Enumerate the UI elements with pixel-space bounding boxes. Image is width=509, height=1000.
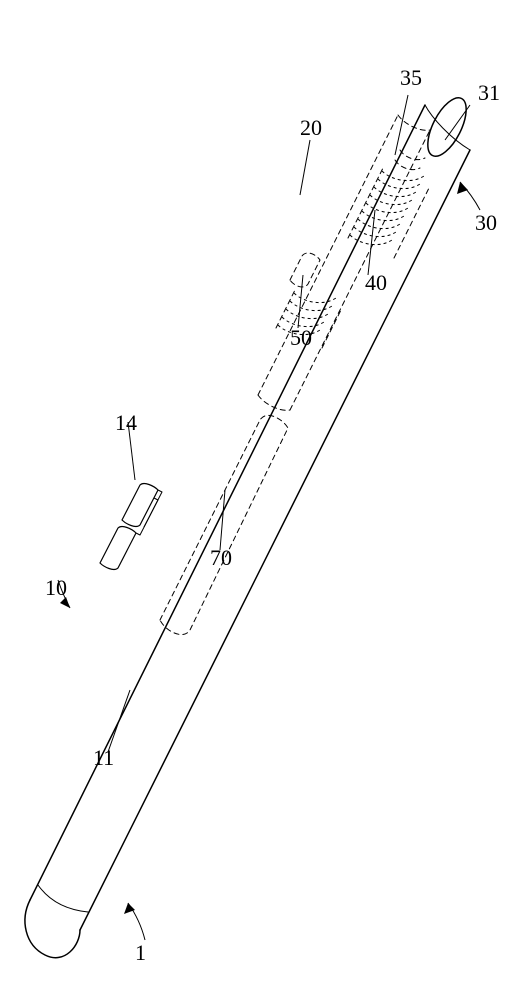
labels: 1 10 11 14 20 30 31 35 40 50 70 bbox=[45, 65, 500, 965]
component-35 bbox=[395, 150, 425, 170]
label-20: 20 bbox=[300, 115, 322, 140]
pen-body bbox=[25, 92, 474, 958]
label-31: 31 bbox=[478, 80, 500, 105]
label-70: 70 bbox=[210, 545, 232, 570]
component-20 bbox=[258, 115, 430, 410]
buttons-14 bbox=[100, 484, 162, 570]
label-1: 1 bbox=[135, 940, 146, 965]
label-40: 40 bbox=[365, 270, 387, 295]
leaders bbox=[108, 95, 470, 752]
label-10: 10 bbox=[45, 575, 67, 600]
label-30: 30 bbox=[475, 210, 497, 235]
component-50 bbox=[290, 253, 320, 287]
patent-figure: 1 10 11 14 20 30 31 35 40 50 70 bbox=[0, 0, 509, 1000]
label-50: 50 bbox=[290, 325, 312, 350]
label-14: 14 bbox=[115, 410, 137, 435]
label-35: 35 bbox=[400, 65, 422, 90]
component-70 bbox=[160, 415, 288, 634]
label-11: 11 bbox=[93, 745, 114, 770]
